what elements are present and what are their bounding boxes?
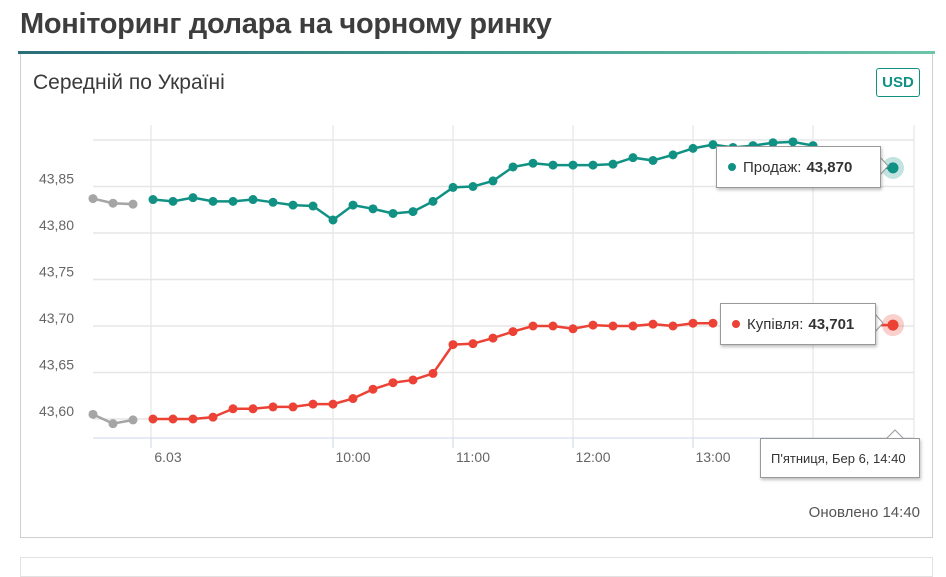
title-divider [18, 51, 935, 54]
tooltip-sell-label: Продаж: [743, 158, 802, 176]
tooltip-buy: Купівля: 43,701 [720, 303, 876, 345]
sell-legend-dot-icon [728, 163, 736, 171]
card-title: Середній по Україні [33, 71, 225, 94]
x-tick-label: 10:00 [335, 449, 370, 465]
tooltip-date-text: П'ятниця, Бер 6, 14:40 [771, 450, 906, 466]
x-tick-label: 12:00 [575, 449, 610, 465]
page-title: Моніторинг долара на чорному ринку [20, 8, 552, 40]
buy-legend-dot-icon [732, 320, 740, 328]
x-tick-label: 11:00 [456, 449, 490, 465]
series-sell-previous[interactable] [88, 194, 138, 209]
y-tick-label: 43,80 [39, 217, 74, 233]
series-sell[interactable] [148, 137, 818, 225]
x-tick-label: 13:00 [695, 449, 730, 465]
series-buy-previous[interactable] [88, 409, 138, 429]
y-tick-label: 43,70 [39, 310, 74, 326]
y-tick-label: 43,85 [39, 171, 74, 187]
updated-timestamp: Оновлено 14:40 [808, 504, 920, 521]
tooltip-buy-value: 43,701 [808, 315, 855, 333]
tooltip-sell: Продаж: 43,870 [716, 146, 881, 188]
currency-toggle-button[interactable]: USD [876, 68, 920, 97]
tooltip-buy-arrow [874, 312, 884, 334]
tooltip-sell-value: 43,870 [806, 158, 853, 176]
tooltip-date: П'ятниця, Бер 6, 14:40 [760, 438, 920, 478]
y-tick-label: 43,75 [39, 264, 74, 280]
x-tick-label: 6.03 [154, 449, 181, 465]
series-buy[interactable] [148, 318, 718, 424]
y-tick-label: 43,65 [39, 357, 74, 373]
tooltip-buy-label: Купівля: [747, 315, 804, 333]
y-tick-label: 43,60 [39, 403, 74, 419]
next-card [20, 557, 933, 577]
